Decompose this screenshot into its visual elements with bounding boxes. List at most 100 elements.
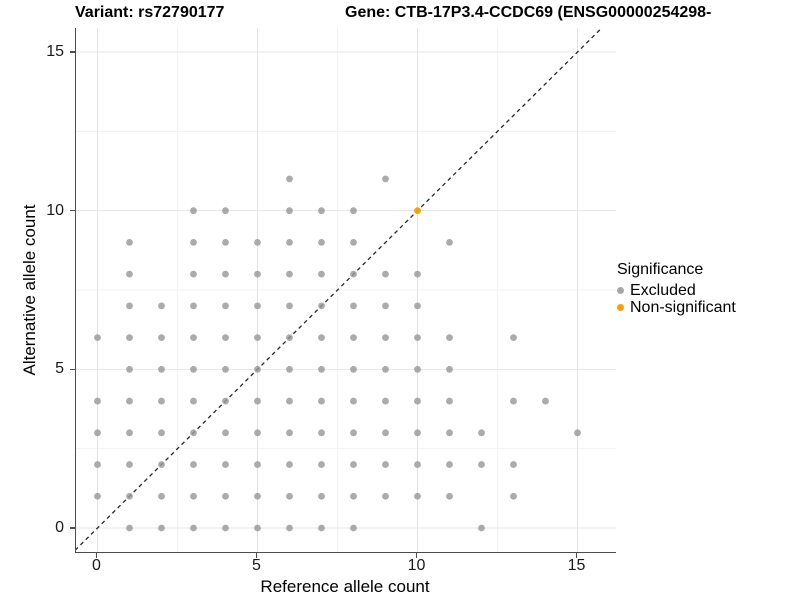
data-point-excluded [414,302,421,310]
data-point-excluded [510,397,517,405]
data-point-excluded [414,365,421,373]
data-point-excluded [254,524,261,532]
data-point-excluded [126,334,133,342]
data-point-excluded [286,207,293,215]
identity-dashed-line [76,28,603,551]
data-point-excluded [126,461,133,468]
data-point-excluded [222,302,229,310]
data-point-excluded [318,302,325,310]
data-point-excluded [350,270,357,278]
legend: Significance Excluded Non-significant [617,261,736,316]
data-point-excluded [318,207,325,215]
data-point-excluded [350,429,357,437]
data-point-excluded [542,397,549,405]
data-point-excluded [286,302,293,310]
data-point-excluded [414,461,421,468]
data-point-excluded [254,239,261,246]
data-point-excluded [94,334,101,342]
data-point-excluded [478,429,485,437]
data-point-excluded [414,429,421,437]
data-point-excluded [382,302,389,310]
data-point-excluded [158,524,165,532]
data-point-excluded [318,365,325,373]
x-axis-tick [415,553,418,558]
x-axis-tick-label: 10 [407,557,426,574]
data-point-excluded [286,397,293,405]
legend-item-excluded: Excluded [617,282,736,299]
data-point-excluded [94,461,101,468]
data-point-excluded [190,334,197,342]
data-point-excluded [190,365,197,373]
data-point-excluded [254,302,261,310]
x-axis-tick-label: 0 [92,557,101,574]
x-axis-title: Reference allele count [260,577,430,596]
data-point-excluded [350,524,357,532]
data-point-excluded [286,365,293,373]
data-point-excluded [382,365,389,373]
y-axis-tick-label: 0 [55,519,64,536]
data-point-excluded [318,397,325,405]
data-point-excluded [254,492,261,500]
data-point-non-significant [414,207,421,215]
data-point-excluded [478,461,485,468]
data-point-excluded [126,524,133,532]
data-point-excluded [318,461,325,468]
data-point-excluded [190,429,197,437]
x-axis-tick-label: 15 [567,557,586,574]
data-point-excluded [350,492,357,500]
data-point-excluded [414,397,421,405]
data-point-excluded [574,429,581,437]
x-axis-tick [575,553,578,558]
data-point-excluded [318,270,325,278]
legend-point-icon [617,304,624,311]
data-point-excluded [254,397,261,405]
data-point-excluded [190,492,197,500]
data-point-excluded [286,239,293,246]
data-point-excluded [414,334,421,342]
legend-item-label: Excluded [630,281,696,299]
data-point-excluded [286,524,293,532]
data-point-excluded [318,429,325,437]
data-point-excluded [286,334,293,342]
y-axis-tick [70,368,75,371]
data-point-excluded [446,365,453,373]
data-point-excluded [318,239,325,246]
data-point-excluded [126,239,133,246]
data-point-excluded [286,175,293,183]
data-point-excluded [350,397,357,405]
data-point-excluded [126,365,133,373]
data-point-excluded [222,397,229,405]
plot-title-variant: Variant: rs72790177 [75,4,225,21]
data-point-excluded [158,302,165,310]
data-point-excluded [350,207,357,215]
legend-items: Excluded Non-significant [617,282,736,316]
data-point-excluded [446,461,453,468]
data-point-excluded [222,365,229,373]
y-axis-tick-label: 15 [46,43,64,60]
data-point-excluded [510,461,517,468]
data-point-excluded [126,492,133,500]
data-point-excluded [350,334,357,342]
data-point-excluded [254,334,261,342]
data-point-excluded [254,429,261,437]
data-point-excluded [350,302,357,310]
data-point-excluded [382,492,389,500]
y-axis-tick [70,51,75,53]
data-point-excluded [222,334,229,342]
data-point-excluded [158,429,165,437]
data-point-excluded [510,334,517,342]
legend-item-label: Non-significant [630,298,736,316]
data-point-excluded [414,270,421,278]
data-point-excluded [446,429,453,437]
plot-panel [75,28,616,553]
data-point-excluded [222,461,229,468]
data-point-excluded [318,334,325,342]
data-point-excluded [94,429,101,437]
data-point-excluded [382,397,389,405]
data-point-excluded [222,429,229,437]
y-axis-tick-label: 10 [46,201,64,219]
data-point-excluded [382,461,389,468]
data-point-excluded [158,334,165,342]
data-point-excluded [94,397,101,405]
data-point-excluded [350,461,357,468]
